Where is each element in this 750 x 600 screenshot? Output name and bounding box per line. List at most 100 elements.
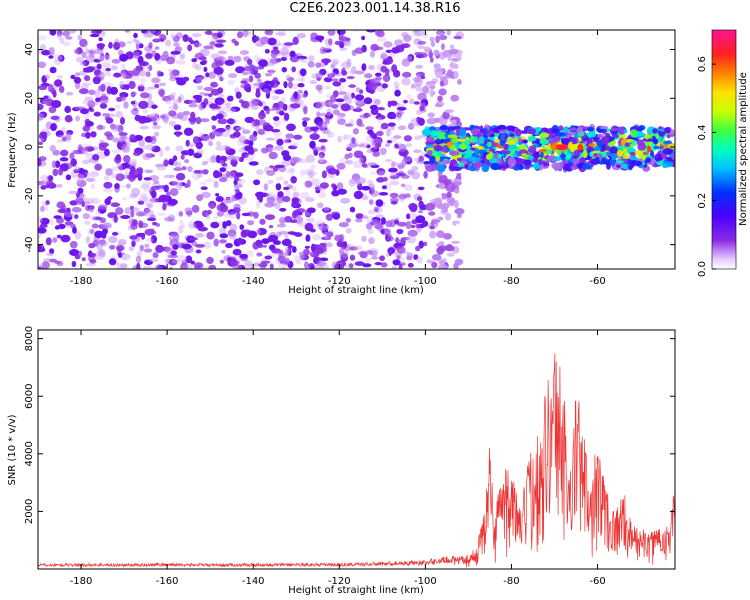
heatmap-cell xyxy=(336,182,344,190)
heatmap-cell xyxy=(307,171,318,177)
heatmap-cell xyxy=(277,255,286,263)
heatmap-cell xyxy=(315,247,324,255)
heatmap-cell xyxy=(123,155,131,163)
snr-x-ticks: -180 -160 -140 -120 -100 -80 -60 xyxy=(70,330,606,587)
heatmap-cell xyxy=(280,47,289,56)
heatmap-cell xyxy=(357,250,368,256)
heatmap-cell xyxy=(652,128,658,134)
heatmap-cell xyxy=(390,136,398,143)
heatmap-cell xyxy=(69,240,78,249)
heatmap-cell xyxy=(277,101,284,108)
heatmap-cell xyxy=(310,264,315,269)
heatmap-cell xyxy=(296,55,308,60)
heatmap-cell xyxy=(429,230,437,239)
heatmap-cell xyxy=(188,103,198,108)
heatmap-cell xyxy=(136,167,144,175)
heatmap-cell xyxy=(493,138,501,143)
heatmap-cell xyxy=(208,93,213,97)
heatmap-cell xyxy=(216,127,226,133)
heatmap-cell xyxy=(298,99,304,106)
heatmap-cell xyxy=(291,142,299,148)
heatmap-cell xyxy=(316,219,324,229)
heatmap-cell xyxy=(405,221,412,230)
heatmap-cell xyxy=(310,243,316,252)
heatmap-cell xyxy=(507,157,517,167)
heatmap-cell xyxy=(331,183,337,188)
heatmap-cell xyxy=(416,256,423,264)
heatmap-cell xyxy=(41,134,47,143)
heatmap-cell xyxy=(153,131,160,137)
heatmap-cell xyxy=(383,229,389,233)
heatmap-cell xyxy=(331,78,339,82)
heatmap-cell xyxy=(40,205,45,213)
heatmap-cell xyxy=(172,155,178,162)
heatmap-cell xyxy=(218,239,227,244)
heatmap-cell xyxy=(381,83,388,89)
heatmap-cell xyxy=(315,125,326,132)
heatmap-cell xyxy=(272,77,279,85)
heatmap-cell xyxy=(105,168,113,176)
heatmap-cell xyxy=(73,169,80,174)
heatmap-cell xyxy=(248,140,254,147)
heatmap-cell xyxy=(195,233,205,238)
heatmap-cell xyxy=(265,107,270,115)
heatmap-cell xyxy=(114,125,124,131)
heatmap-cell xyxy=(361,63,367,71)
heatmap-cell xyxy=(260,260,271,264)
heatmap-cell xyxy=(283,186,290,191)
heatmap-cell xyxy=(388,248,393,257)
heatmap-cell xyxy=(441,195,447,200)
heatmap-cell xyxy=(309,251,314,256)
heatmap-cell xyxy=(291,197,300,204)
heatmap-cell xyxy=(588,143,596,147)
heatmap-cell xyxy=(209,132,216,140)
heatmap-cell xyxy=(273,145,285,151)
heatmap-cell xyxy=(85,131,91,139)
heatmap-cell xyxy=(103,175,110,181)
heatmap-cell xyxy=(184,207,193,213)
heatmap-cell xyxy=(429,155,436,164)
heatmap-cell xyxy=(264,72,273,77)
heatmap-cell xyxy=(597,139,603,148)
heatmap-cell xyxy=(143,248,153,253)
heatmap-cell xyxy=(108,107,116,112)
heatmap-cell xyxy=(239,224,245,230)
heatmap-cell xyxy=(562,164,568,171)
heatmap-cell xyxy=(394,89,401,97)
heatmap-cell xyxy=(309,133,320,141)
heatmap-cell xyxy=(662,140,672,145)
heatmap-cell xyxy=(232,55,242,62)
spectrogram-panel: -180 -160 -140 -120 -100 -80 -60 -40 -20 0 20 40 H… xyxy=(7,29,676,296)
heatmap-cell xyxy=(488,158,499,164)
heatmap-cell xyxy=(411,171,421,180)
heatmap-cell xyxy=(396,255,401,260)
heatmap-cell xyxy=(337,135,343,143)
heatmap-cell xyxy=(102,62,112,68)
heatmap-cell xyxy=(622,148,628,155)
heatmap-cell xyxy=(81,51,87,59)
heatmap-cell xyxy=(558,125,564,131)
heatmap-cell xyxy=(138,220,144,229)
heatmap-cell xyxy=(130,91,137,96)
heatmap-cell xyxy=(199,60,207,66)
heatmap-cell xyxy=(427,112,436,118)
heatmap-cell xyxy=(121,144,129,152)
heatmap-cell xyxy=(75,115,80,122)
heatmap-cell xyxy=(587,127,594,132)
heatmap-cell xyxy=(397,221,407,227)
heatmap-cell xyxy=(422,85,430,94)
heatmap-cell xyxy=(153,121,158,126)
heatmap-cell xyxy=(232,207,241,214)
heatmap-cell xyxy=(199,132,205,139)
heatmap-cell xyxy=(235,130,240,138)
heatmap-cell xyxy=(338,222,349,228)
heatmap-cell xyxy=(157,88,166,96)
snr-frame xyxy=(37,329,676,570)
heatmap-cell xyxy=(429,89,435,97)
heatmap-cell xyxy=(348,84,357,88)
heatmap-cell xyxy=(519,130,530,134)
heatmap-cell xyxy=(346,146,352,152)
heatmap-cell xyxy=(188,99,199,104)
heatmap-cell xyxy=(372,219,379,223)
heatmap-cell xyxy=(168,110,177,117)
